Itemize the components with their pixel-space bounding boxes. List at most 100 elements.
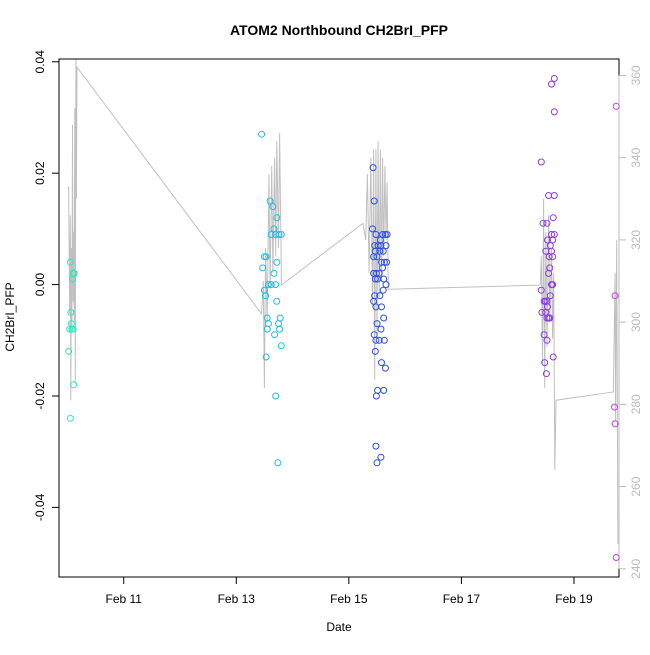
data-point-flight3: [381, 364, 389, 372]
data-point-flight4: [540, 331, 548, 339]
data-point-flight3: [370, 197, 378, 205]
secondary-y-tick-label: 240: [629, 558, 643, 578]
data-point-flight1: [66, 325, 74, 333]
data-point-flight3: [373, 253, 381, 261]
x-axis-label: Date: [326, 620, 352, 634]
data-point-flight2: [263, 325, 271, 333]
data-point-flight4: [541, 359, 549, 367]
data-point-flight4: [545, 192, 553, 199]
secondary-line-layer: [68, 58, 619, 545]
data-point-flight4: [550, 75, 558, 82]
data-point-flight4: [549, 281, 557, 289]
data-point-flight3: [374, 386, 382, 394]
data-point-flight2: [275, 320, 282, 328]
data-point-flight3: [377, 325, 385, 333]
data-point-flight3: [376, 247, 384, 255]
secondary-series-line: [68, 58, 619, 545]
x-tick-label: Feb 11: [105, 592, 142, 606]
data-point-flight3: [380, 386, 388, 394]
data-point-flight1: [70, 381, 78, 389]
data-point-flight3: [370, 297, 378, 305]
data-point-flight1: [69, 275, 76, 283]
data-point-flight4: [550, 108, 558, 116]
data-point-flight1: [69, 325, 77, 333]
y-tick-label: 0.02: [33, 161, 47, 185]
data-point-flight2: [270, 269, 278, 277]
data-point-flight3: [372, 231, 380, 238]
secondary-y-tick-label: 360: [629, 65, 643, 85]
data-point-flight3: [377, 453, 385, 461]
data-point-flight5: [611, 292, 619, 300]
data-point-flight4: [543, 314, 551, 322]
data-point-flight3: [379, 286, 387, 294]
data-point-flight2: [277, 342, 285, 350]
y-tick-label: -0.04: [33, 493, 47, 521]
y-tick-label: 0.00: [33, 273, 47, 297]
data-point-flight3: [375, 336, 383, 344]
data-point-flight3: [379, 264, 387, 272]
data-point-flight2: [264, 281, 272, 289]
data-point-flight2: [266, 197, 274, 205]
secondary-y-tick-label: 300: [629, 312, 643, 332]
data-point-flight4: [545, 253, 553, 261]
data-point-flight3: [373, 320, 381, 328]
data-point-flight4: [539, 219, 547, 227]
data-point-flight3: [369, 164, 377, 172]
data-point-flight3: [373, 459, 381, 467]
data-point-flight2: [258, 130, 266, 138]
data-point-flight2: [277, 231, 285, 238]
data-point-flight3: [369, 225, 376, 233]
data-point-flight5: [611, 420, 619, 428]
secondary-y-tick-label: 340: [629, 147, 643, 167]
data-point-flight4: [549, 253, 557, 261]
data-point-flight3: [383, 258, 391, 266]
data-point-flight4: [546, 314, 554, 322]
data-point-flight2: [267, 231, 275, 238]
data-point-flight4: [542, 370, 550, 378]
data-point-flight2: [273, 258, 281, 266]
data-point-flight1: [66, 414, 74, 422]
data-point-flight2: [275, 231, 283, 238]
data-point-flight4: [538, 308, 546, 316]
data-point-flight2: [262, 253, 270, 261]
data-point-flight5: [612, 102, 620, 110]
data-point-flight2: [271, 331, 279, 339]
data-point-flight2: [267, 281, 275, 289]
secondary-y-tick-label: 260: [629, 476, 643, 496]
data-point-flight4: [544, 236, 551, 244]
data-point-flight4: [548, 80, 555, 88]
data-point-flight2: [276, 314, 284, 322]
secondary-y-tick-label: 280: [629, 394, 643, 414]
data-point-flight1: [67, 308, 75, 316]
data-point-flight3: [379, 247, 387, 255]
data-point-flight4: [549, 214, 557, 222]
x-tick-label: Feb 13: [218, 592, 256, 606]
data-point-flight2: [273, 297, 281, 305]
data-point-flight3: [380, 314, 388, 322]
data-point-flight4: [545, 269, 553, 277]
plot-frame: [58, 58, 620, 578]
points-layer: [65, 75, 620, 561]
data-point-flight3: [370, 253, 378, 261]
data-point-flight4: [549, 353, 557, 361]
data-point-flight1: [65, 347, 73, 355]
data-point-flight3: [378, 359, 385, 367]
y-tick-label: -0.02: [33, 382, 47, 410]
data-point-flight3: [382, 242, 390, 250]
data-point-flight5: [612, 554, 620, 561]
data-point-flight1: [66, 258, 74, 266]
data-point-flight2: [264, 320, 272, 328]
data-point-flight3: [376, 292, 384, 300]
data-point-flight4: [543, 219, 551, 227]
data-point-flight5: [611, 403, 618, 411]
data-point-flight3: [378, 303, 385, 311]
data-point-flight3: [371, 347, 379, 355]
data-point-flight2: [262, 353, 270, 361]
data-point-flight2: [262, 292, 270, 300]
data-point-flight4: [537, 286, 545, 294]
data-point-flight3: [372, 442, 380, 450]
y-tick-label: 0.04: [33, 50, 47, 74]
data-point-flight2: [276, 325, 284, 333]
